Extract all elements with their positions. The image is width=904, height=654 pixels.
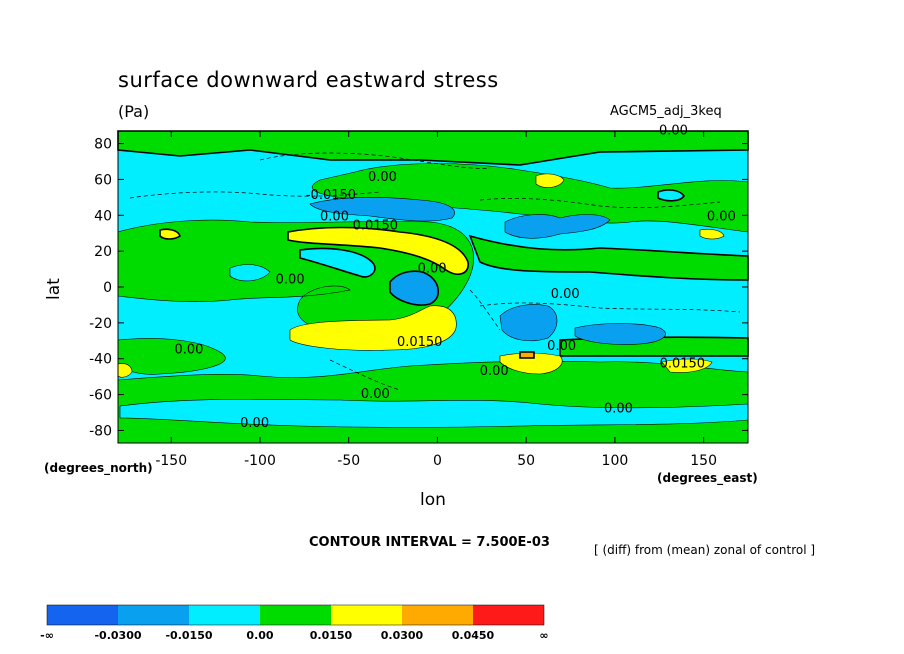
contour-label: 0.00 (361, 387, 390, 402)
colorbar-swatch (402, 605, 473, 625)
field-region (504, 214, 611, 239)
colorbar: -∞ -0.0300 -0.0150 0.00 0.0150 0.0300 0.0450 ∞ (40, 604, 549, 642)
model-label: AGCM5_adj_3keq (610, 104, 722, 119)
colorbar-label: 0.0150 (310, 629, 353, 642)
diff-note: [ (diff) from (mean) zonal of control ] (594, 543, 816, 557)
x-units-note: (degrees_east) (657, 471, 758, 485)
contour-label: -0.0150 (306, 188, 356, 203)
field-region (229, 264, 271, 282)
colorbar-swatch (473, 605, 544, 625)
x-axis-ticks: -150 -100 -50 0 50 100 150 (155, 131, 717, 469)
colorbar-swatch (47, 605, 118, 625)
contour-label: 0.00 (240, 416, 269, 431)
colorbar-swatch (260, 605, 331, 625)
x-tick-label: -50 (337, 453, 360, 469)
negative-contour (329, 359, 401, 391)
y-axis-ticks: 80 60 40 20 0 -20 -40 -60 -80 (89, 137, 748, 439)
contour-label: 0.00 (480, 364, 509, 379)
negative-contour (479, 198, 721, 208)
colorbar-label: ∞ (539, 629, 548, 642)
colorbar-label: 0.00 (246, 629, 273, 642)
field-region (117, 363, 133, 378)
colorbar-swatch (189, 605, 260, 625)
y-tick-label: 60 (94, 172, 112, 188)
y-tick-label: -40 (89, 352, 112, 368)
field-region (535, 173, 565, 188)
field-region (389, 270, 440, 306)
x-tick-label: 50 (517, 453, 535, 469)
y-tick-label: 80 (94, 137, 112, 153)
contour-label: 0.00 (604, 402, 633, 417)
field-region (574, 323, 666, 345)
contour-label: 0.0150 (353, 219, 399, 234)
negative-contour (129, 191, 381, 199)
y-tick-label: -80 (89, 423, 112, 439)
x-tick-label: 150 (690, 453, 717, 469)
field-region (299, 247, 376, 278)
chart-units: (Pa) (118, 102, 150, 121)
colorbar-swatch (118, 605, 189, 625)
y-tick-label: 40 (94, 208, 112, 224)
contour-label: 0.00 (320, 210, 349, 225)
colorbar-label: 0.0450 (452, 629, 495, 642)
contour-labels: 0.00 0.00 -0.0150 0.00 0.0150 0.00 0.00 0.00 0.0… (175, 124, 736, 431)
x-tick-label: -100 (244, 453, 276, 469)
field-region (159, 228, 181, 240)
field-region (117, 338, 226, 375)
x-tick-label: -150 (155, 453, 187, 469)
contour-label: 0.00 (707, 210, 736, 225)
field-region (289, 305, 457, 351)
field-region (657, 189, 685, 202)
negative-contour (469, 289, 501, 331)
x-tick-label: 100 (602, 453, 629, 469)
y-tick-label: -60 (89, 388, 112, 404)
contour-label: 0.00 (547, 339, 576, 354)
x-tick-label: 0 (433, 453, 442, 469)
stress-field (117, 130, 749, 444)
contour-label: 0.00 (175, 342, 204, 357)
contour-label: 0.0150 (397, 335, 443, 350)
colorbar-label: -∞ (40, 629, 54, 642)
x-axis-label: lon (420, 490, 446, 510)
y-axis-label: lat (44, 278, 64, 300)
contour-label: 0.00 (276, 272, 305, 287)
y-tick-label: 0 (103, 280, 112, 296)
contour-interval: CONTOUR INTERVAL = 7.500E-03 (309, 535, 550, 550)
contour-label: 0.00 (551, 287, 580, 302)
colorbar-label: -0.0300 (94, 629, 141, 642)
field-region (661, 358, 713, 373)
field-region (499, 304, 558, 342)
field-region (287, 226, 469, 275)
contour-label: 0.00 (659, 124, 688, 139)
field-region (519, 351, 535, 359)
negative-contour (479, 302, 741, 313)
chart-title: surface downward eastward stress (118, 68, 499, 92)
negative-contour (259, 152, 491, 169)
field-region (309, 197, 455, 222)
y-tick-label: -20 (89, 316, 112, 332)
contour-label: 0.0150 (660, 357, 706, 372)
colorbar-swatch (331, 605, 402, 625)
colorbar-label: -0.0150 (165, 629, 212, 642)
colorbar-label: 0.0300 (381, 629, 424, 642)
y-tick-label: 20 (94, 244, 112, 260)
contour-label: 0.00 (418, 262, 447, 277)
colorbar-border (46, 604, 545, 626)
y-units-note: (degrees_north) (44, 461, 153, 475)
field-region (699, 228, 725, 240)
contour-label: 0.00 (368, 170, 397, 185)
